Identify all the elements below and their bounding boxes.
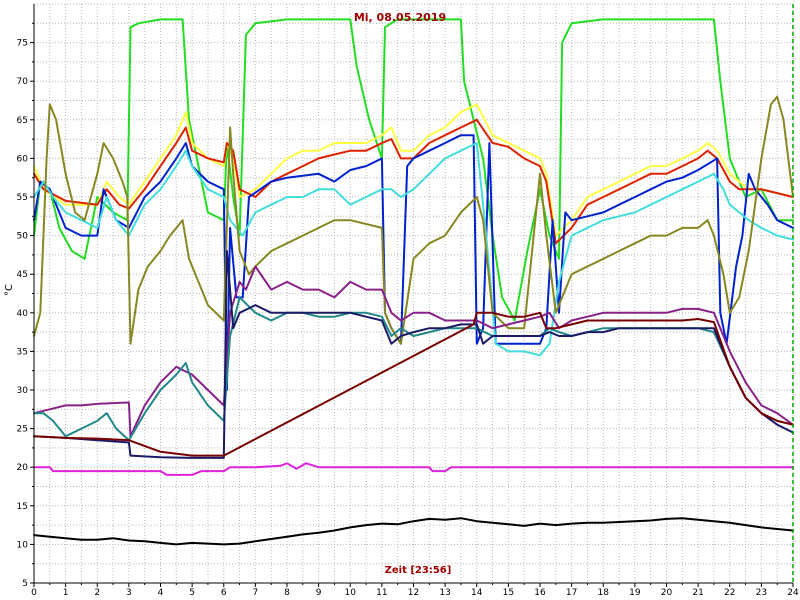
- chart-axes: 0 1 2 3 4 5 6 7 8 9 10 11 12 13 14 15 16 17 18 19 20 21 22 23 24…: [17, 4, 799, 598]
- chart-grid: [33, 3, 794, 584]
- series-line-10: [33, 311, 794, 457]
- series-line-6: [33, 95, 794, 345]
- x-tick-label: 12: [408, 588, 419, 598]
- series-line-12: [33, 517, 794, 546]
- x-tick-label: 9: [316, 588, 322, 598]
- x-tick-label: 14: [471, 588, 483, 598]
- x-tick-label: 2: [94, 588, 100, 598]
- x-tick-label: 24: [787, 588, 799, 598]
- series-line-11: [33, 462, 794, 476]
- x-tick-label: 17: [566, 588, 577, 598]
- x-tick-label: 13: [439, 588, 450, 598]
- x-tick-label: 8: [284, 588, 290, 598]
- series-line-9: [33, 250, 794, 459]
- series-line-3: [33, 118, 794, 245]
- y-tick-label: 75: [17, 39, 28, 49]
- y-tick-label: 20: [17, 463, 29, 473]
- series-line-2: [33, 103, 794, 237]
- x-axis-label: Zeit [23:56]: [385, 565, 452, 576]
- y-tick-label: 10: [17, 540, 29, 550]
- series-line-5: [33, 142, 794, 357]
- series-line-1: [33, 18, 794, 322]
- x-tick-label: 20: [661, 588, 673, 598]
- x-tick-label: 22: [724, 588, 735, 598]
- x-tick-label: 0: [31, 588, 37, 598]
- y-tick-label: 50: [17, 232, 29, 242]
- x-tick-label: 16: [534, 588, 546, 598]
- y-tick-label: 5: [22, 579, 28, 589]
- x-tick-label: 18: [598, 588, 610, 598]
- y-tick-label: 60: [17, 154, 29, 164]
- x-tick-label: 1: [63, 588, 69, 598]
- y-tick-label: 25: [17, 425, 28, 435]
- y-tick-label: 55: [17, 193, 28, 203]
- chart-labels: Mi, 08.05.2019 Zeit [23:56] °C: [4, 11, 451, 576]
- y-tick-label: 40: [17, 309, 29, 319]
- chart-series: [33, 18, 794, 546]
- chart-title: Mi, 08.05.2019: [354, 11, 446, 24]
- y-tick-label: 15: [17, 502, 28, 512]
- y-tick-label: 65: [17, 116, 28, 126]
- x-tick-label: 21: [692, 588, 703, 598]
- x-tick-label: 23: [756, 588, 767, 598]
- y-axis-label: °C: [4, 284, 15, 296]
- x-tick-label: 6: [221, 588, 227, 598]
- x-tick-label: 11: [376, 588, 387, 598]
- x-tick-label: 3: [126, 588, 132, 598]
- x-tick-label: 15: [503, 588, 514, 598]
- y-tick-label: 35: [17, 347, 28, 357]
- series-line-7: [33, 265, 794, 438]
- y-tick-label: 45: [17, 270, 28, 280]
- x-tick-label: 7: [253, 588, 259, 598]
- x-tick-label: 4: [158, 588, 164, 598]
- x-tick-label: 19: [629, 588, 641, 598]
- y-tick-label: 30: [17, 386, 29, 396]
- x-tick-label: 5: [189, 588, 195, 598]
- y-tick-label: 70: [17, 77, 29, 87]
- x-tick-label: 10: [345, 588, 357, 598]
- series-line-4: [33, 134, 794, 391]
